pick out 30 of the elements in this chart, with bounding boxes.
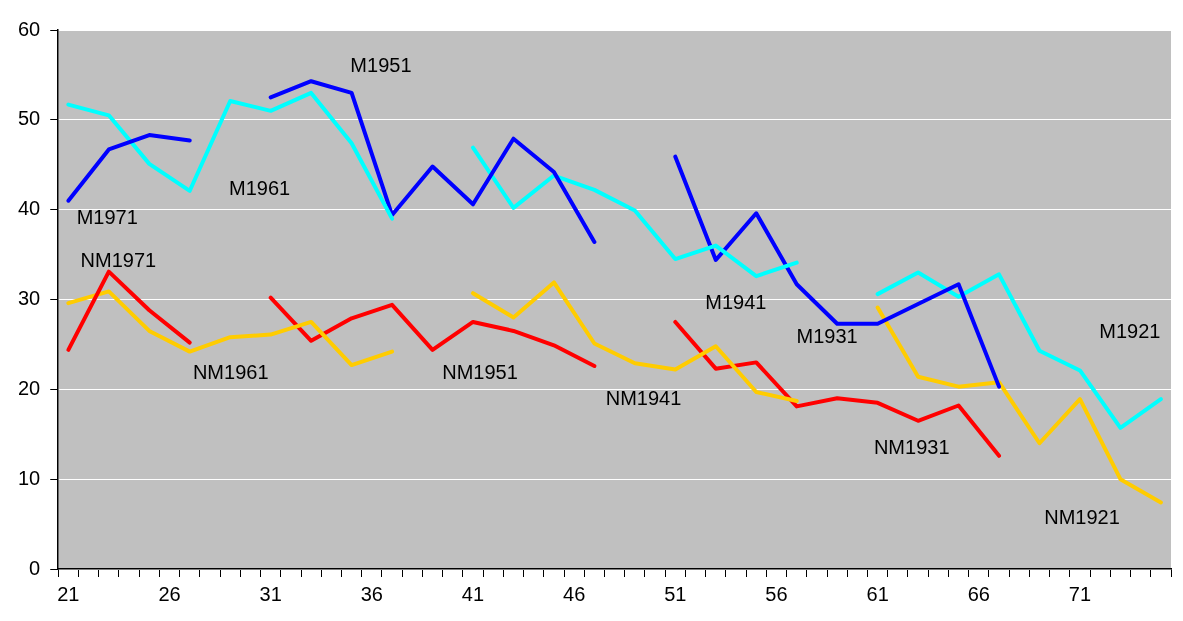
series-label: M1961	[229, 176, 291, 199]
y-tick-label: 10	[18, 466, 41, 489]
x-tick-label: 61	[866, 582, 889, 605]
series-label: NM1951	[442, 361, 518, 384]
x-tick-label: 66	[967, 582, 990, 605]
y-tick-label: 60	[18, 17, 41, 40]
series-label: M1921	[1099, 320, 1161, 343]
series-label: NM1941	[605, 387, 682, 410]
x-tick-label: 46	[563, 582, 586, 605]
series-label: M1931	[796, 324, 858, 347]
x-tick-label: 71	[1068, 582, 1092, 605]
series-label: NM1921	[1044, 506, 1120, 529]
series-label: NM1961	[192, 361, 269, 384]
x-tick-label: 51	[664, 582, 687, 605]
x-tick-label: 41	[461, 582, 485, 605]
y-tick-label: 50	[18, 107, 41, 130]
y-tick-label: 0	[29, 556, 41, 579]
series-label: M1971	[76, 205, 138, 228]
series-label: NM1971	[80, 248, 157, 271]
x-tick-label: 21	[57, 582, 80, 605]
x-tick-label: 56	[765, 582, 788, 605]
series-label: M1951	[350, 53, 412, 76]
y-tick-label: 20	[18, 376, 41, 399]
x-tick-label: 26	[158, 582, 181, 605]
y-tick-label: 40	[18, 197, 41, 220]
x-tick-label: 36	[360, 582, 383, 605]
series-label: M1941	[705, 291, 767, 314]
series-label: NM1931	[873, 436, 950, 459]
x-tick-label: 31	[259, 582, 282, 605]
y-tick-label: 30	[18, 287, 41, 310]
